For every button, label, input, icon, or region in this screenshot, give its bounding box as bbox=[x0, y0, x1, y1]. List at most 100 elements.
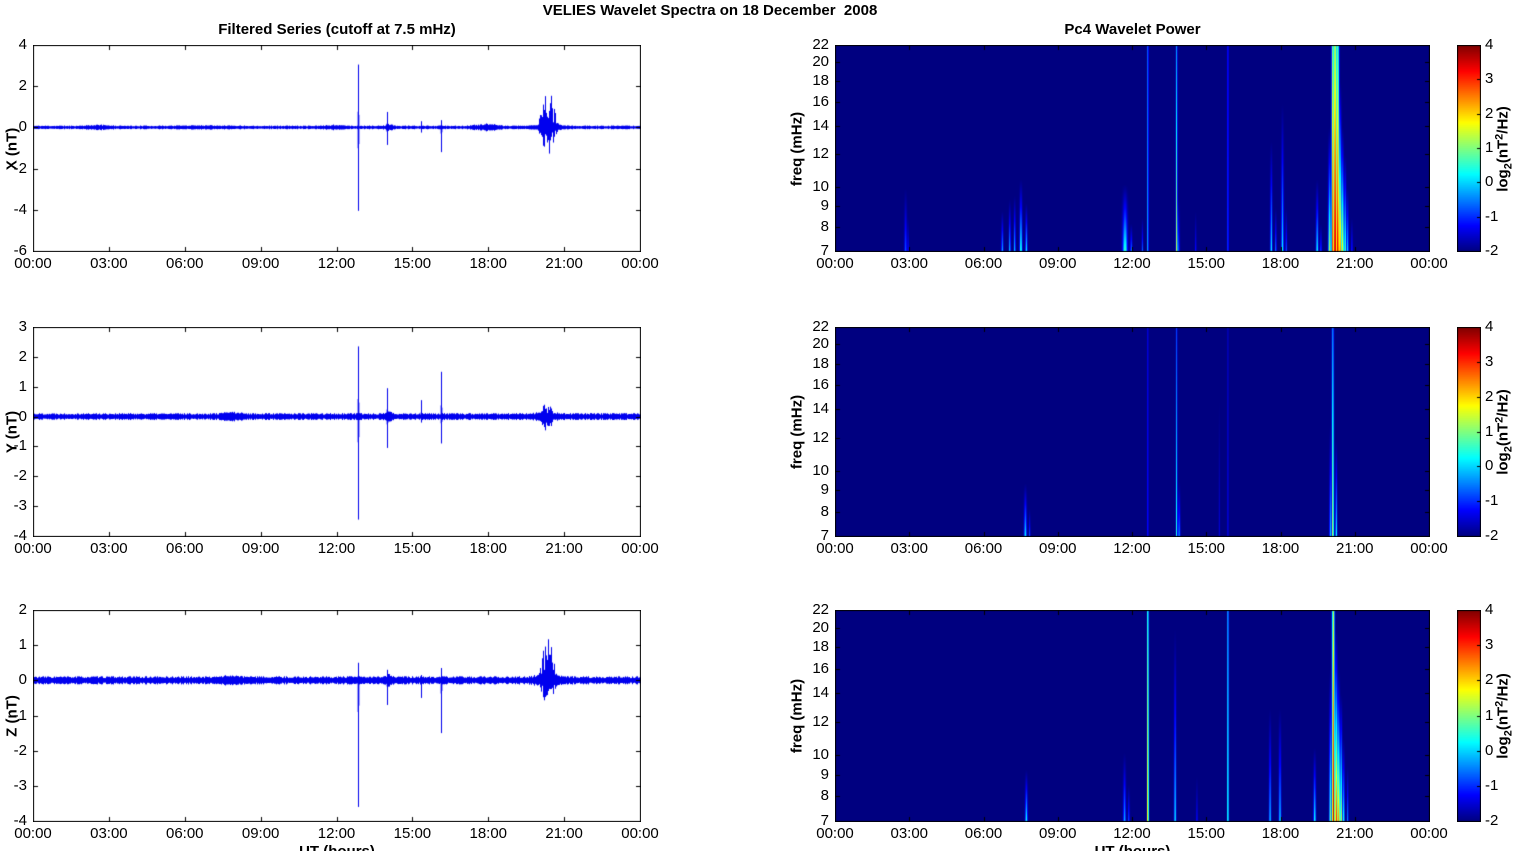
freq-tick-label: 20 bbox=[812, 335, 829, 353]
freq-tick-label: 8 bbox=[820, 787, 829, 805]
x-tick-label: 21:00 bbox=[545, 255, 583, 272]
colorbar-tick-label: 2 bbox=[1485, 387, 1494, 405]
y-tick-label: 1 bbox=[18, 636, 27, 654]
colorbar-tick-label: 4 bbox=[1485, 601, 1494, 618]
colorbar-tick-label: 0 bbox=[1485, 457, 1494, 475]
ut-hours-label-left: UT (hours) bbox=[33, 843, 641, 851]
x-tick-label: 15:00 bbox=[1187, 540, 1226, 557]
freq-tick-label: 12 bbox=[812, 712, 829, 730]
colorbar-y bbox=[1457, 327, 1481, 537]
x-tick-label: 09:00 bbox=[241, 255, 280, 272]
x-tick-label: 18:00 bbox=[469, 540, 508, 557]
y-tick-label: 3 bbox=[18, 318, 27, 335]
timeseries-x-canvas bbox=[33, 45, 641, 252]
x-tick-label: 09:00 bbox=[241, 540, 280, 557]
wavelet-power-x-canvas bbox=[835, 45, 1430, 252]
timeseries-title: Filtered Series (cutoff at 7.5 mHz) bbox=[218, 21, 456, 38]
freq-tick-label: 12 bbox=[812, 145, 829, 163]
y-tick-label: -3 bbox=[13, 776, 27, 794]
x-tick-label: 00:00 bbox=[621, 255, 659, 272]
y-tick-label: 1 bbox=[18, 377, 27, 395]
y-tick-label: -6 bbox=[13, 242, 27, 259]
colorbar-tick-label: 1 bbox=[1485, 706, 1494, 724]
x-tick-label: 03:00 bbox=[890, 540, 929, 557]
freq-tick-label: 9 bbox=[820, 481, 829, 499]
x-tick-label: 00:00 bbox=[816, 255, 854, 272]
colorbar-tick-label: 0 bbox=[1485, 741, 1494, 759]
x-tick-label: 00:00 bbox=[14, 825, 52, 842]
x-tick-label: 00:00 bbox=[1410, 540, 1448, 557]
x-tick-label: 06:00 bbox=[964, 255, 1003, 272]
freq-tick-label: 9 bbox=[820, 765, 829, 783]
x-tick-label: 15:00 bbox=[1187, 255, 1226, 272]
x-tick-label: 06:00 bbox=[165, 255, 204, 272]
freq-tick-label: 10 bbox=[812, 461, 829, 479]
colorbar-tick-label: 1 bbox=[1485, 422, 1494, 440]
freq-tick-label: 10 bbox=[812, 177, 829, 195]
x-tick-label: 15:00 bbox=[393, 255, 432, 272]
x-tick-label: 06:00 bbox=[964, 540, 1003, 557]
freq-tick-label: 18 bbox=[812, 72, 829, 90]
x-tick-label: 09:00 bbox=[1038, 540, 1077, 557]
y-tick-label: 0 bbox=[18, 671, 27, 689]
colorbar-x bbox=[1457, 45, 1481, 252]
freq-tick-label: 18 bbox=[812, 637, 829, 655]
x-tick-label: 18:00 bbox=[1261, 540, 1300, 557]
x-tick-label: 21:00 bbox=[1335, 825, 1374, 842]
timeseries-y-canvas bbox=[33, 327, 641, 537]
y-tick-label: 2 bbox=[18, 77, 27, 95]
freq-tick-label: 14 bbox=[812, 400, 829, 418]
x-tick-label: 06:00 bbox=[165, 540, 204, 557]
y-tick-label: -2 bbox=[13, 159, 27, 177]
freq-tick-label: 22 bbox=[812, 601, 829, 618]
freq-tick-label: 20 bbox=[812, 53, 829, 71]
x-tick-label: 03:00 bbox=[90, 540, 128, 557]
colorbar-tick-label: -2 bbox=[1485, 812, 1499, 829]
x-tick-label: 21:00 bbox=[545, 825, 583, 842]
x-tick-label: 00:00 bbox=[14, 540, 52, 557]
y-tick-label: 0 bbox=[18, 118, 27, 136]
wavelet-title: Pc4 Wavelet Power bbox=[1064, 21, 1201, 38]
x-tick-label: 12:00 bbox=[1113, 255, 1151, 272]
y-tick-label: -2 bbox=[13, 467, 27, 485]
freq-tick-label: 18 bbox=[812, 354, 829, 372]
freq-tick-label: 9 bbox=[820, 196, 829, 214]
x-tick-label: 03:00 bbox=[890, 255, 929, 272]
ut-hours-label-right: UT (hours) bbox=[835, 843, 1430, 851]
x-tick-label: 12:00 bbox=[1113, 825, 1151, 842]
freq-tick-label: 10 bbox=[812, 746, 829, 764]
x-tick-label: 00:00 bbox=[621, 540, 659, 557]
x-tick-label: 00:00 bbox=[816, 540, 854, 557]
colorbar-tick-label: 3 bbox=[1485, 352, 1494, 370]
x-tick-label: 06:00 bbox=[964, 825, 1003, 842]
timeseries-z-canvas bbox=[33, 610, 641, 822]
freq-tick-label: 7 bbox=[820, 812, 829, 829]
x-tick-label: 00:00 bbox=[1410, 825, 1448, 842]
wavelet-power-y-canvas bbox=[835, 327, 1430, 537]
y-tick-label: 2 bbox=[18, 347, 27, 365]
y-tick-label: -4 bbox=[13, 200, 27, 218]
y-tick-label: -1 bbox=[13, 437, 27, 455]
freq-tick-label: 8 bbox=[820, 502, 829, 520]
freq-tick-label: 12 bbox=[812, 428, 829, 446]
y-tick-label: 2 bbox=[18, 601, 27, 618]
x-tick-label: 00:00 bbox=[1410, 255, 1448, 272]
figure-title: VELIES Wavelet Spectra on 18 December 20… bbox=[542, 2, 878, 19]
x-tick-label: 03:00 bbox=[90, 825, 128, 842]
freq-tick-label: 14 bbox=[812, 684, 829, 702]
colorbar-tick-label: 0 bbox=[1485, 173, 1494, 191]
x-tick-label: 15:00 bbox=[393, 540, 432, 557]
x-tick-label: 12:00 bbox=[1113, 540, 1151, 557]
colorbar-tick-label: -2 bbox=[1485, 242, 1499, 259]
x-tick-label: 03:00 bbox=[90, 255, 128, 272]
x-tick-label: 12:00 bbox=[317, 825, 356, 842]
x-tick-label: 18:00 bbox=[469, 255, 508, 272]
colorbar-z bbox=[1457, 610, 1481, 822]
x-tick-label: 21:00 bbox=[545, 540, 583, 557]
x-tick-label: 21:00 bbox=[1335, 255, 1374, 272]
colorbar-tick-label: -1 bbox=[1485, 492, 1499, 510]
y-tick-label: -1 bbox=[13, 706, 27, 724]
freq-tick-label: 14 bbox=[812, 117, 829, 135]
x-tick-label: 15:00 bbox=[1187, 825, 1226, 842]
